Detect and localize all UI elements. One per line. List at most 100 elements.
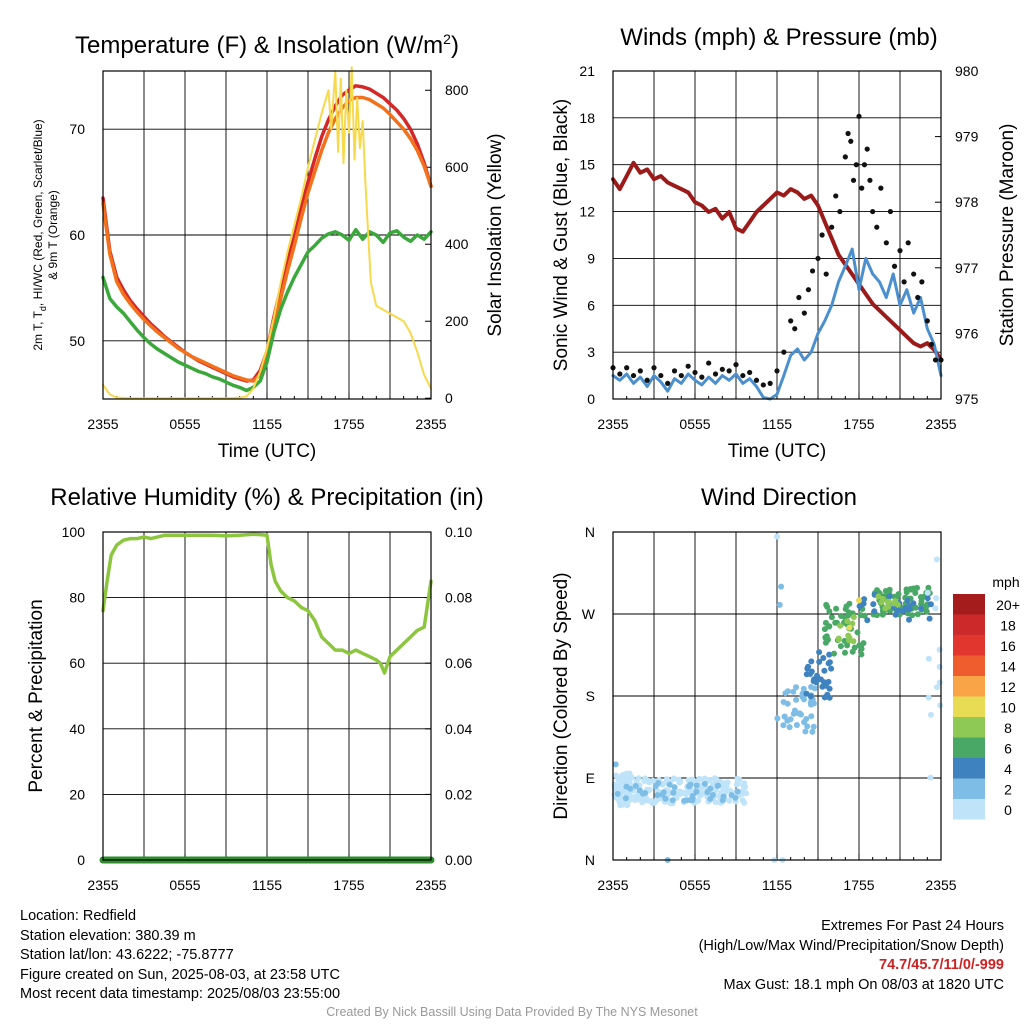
direction-point: [706, 776, 713, 783]
direction-point: [614, 790, 621, 797]
colorbar-swatch: [953, 778, 985, 799]
x-tick-label: 0555: [679, 416, 710, 432]
gust-point: [829, 224, 835, 230]
gust-point: [788, 318, 794, 324]
direction-point: [854, 629, 861, 636]
y-tick-label: N: [585, 524, 595, 540]
colorbar-label: 6: [1004, 741, 1012, 757]
extremes-title: Extremes For Past 24 Hours: [821, 918, 1004, 934]
gust-point: [665, 380, 671, 386]
direction-point: [826, 651, 833, 658]
direction-point: [906, 616, 912, 623]
direction-point: [861, 596, 868, 603]
direction-point: [780, 722, 787, 729]
x-tick-label: 0555: [169, 416, 200, 432]
colorbar-swatch: [953, 696, 985, 717]
colorbar-label: 10: [1000, 700, 1016, 716]
direction-point: [808, 713, 815, 720]
subscript: d: [38, 306, 48, 311]
direction-point: [701, 780, 708, 787]
gust-point: [796, 294, 802, 301]
gust-point: [753, 377, 760, 383]
colorbar-label: 16: [1000, 638, 1016, 654]
direction-point: [821, 679, 827, 686]
y-tick-label: E: [586, 770, 595, 786]
direction-point: [885, 603, 892, 610]
direction-point: [842, 606, 849, 612]
direction-point: [793, 722, 800, 728]
colorbar-swatch: [953, 676, 985, 697]
x-tick-label: 1155: [252, 877, 282, 893]
direction-point: [726, 797, 733, 804]
gust-point: [805, 287, 812, 293]
gust-point: [837, 208, 843, 215]
direction-point: [787, 716, 794, 723]
y2-tick-label: 200: [445, 313, 469, 329]
direction-point: [689, 794, 696, 801]
humidity-line: [101, 532, 433, 675]
y-tick-label: 40: [69, 721, 85, 737]
gust-point: [924, 318, 930, 324]
gust-point: [861, 162, 868, 168]
direction-point: [808, 658, 815, 665]
plot-frame: [102, 531, 432, 861]
direction-point: [778, 583, 785, 590]
gust-point: [819, 232, 825, 238]
direction-point: [825, 660, 832, 667]
gust-point: [747, 369, 753, 376]
y2-axis-label: Station Pressure (Maroon): [997, 124, 1018, 347]
chart-title: Relative Humidity (%) & Precipitation (i…: [50, 484, 483, 511]
y2-tick-label: 0.02: [445, 786, 472, 802]
plot-frame: [612, 531, 942, 861]
x-tick-label: 2355: [415, 877, 446, 893]
direction-point: [821, 667, 828, 674]
colorbar-swatch: [953, 635, 985, 656]
x-tick-label: 1755: [333, 416, 364, 432]
direction-point: [707, 785, 714, 792]
direction-point: [632, 793, 639, 800]
y-tick-label: 0: [587, 391, 595, 407]
y-axis-label: Direction (Colored By Speed): [551, 572, 572, 819]
direction-point: [735, 780, 741, 787]
y2-tick-label: 976: [955, 325, 979, 341]
colorbar-label: 4: [1004, 761, 1012, 777]
direction-point: [793, 696, 800, 703]
gust-point: [624, 365, 630, 371]
gust-point: [644, 377, 650, 383]
chart-title: Winds (mph) & Pressure (mb): [620, 24, 937, 51]
gust-point: [887, 208, 894, 215]
direction-point: [895, 607, 902, 614]
direction-point: [850, 614, 857, 621]
x-tick-label: 1155: [252, 416, 282, 432]
direction-point: [659, 791, 666, 798]
gust-point: [815, 255, 821, 262]
direction-point: [632, 783, 639, 789]
gust-point: [658, 372, 664, 379]
direction-point: [875, 593, 882, 600]
direction-point: [676, 779, 683, 786]
direction-point: [804, 665, 811, 672]
colorbar-swatch: [953, 655, 985, 676]
direction-point: [835, 636, 842, 643]
direction-point: [856, 597, 862, 604]
x-tick-label: 1155: [762, 877, 792, 893]
gust-point: [774, 368, 780, 374]
direction-point: [807, 693, 814, 700]
gust-point: [853, 162, 859, 168]
direction-point: [674, 789, 681, 796]
direction-point: [923, 608, 930, 615]
direction-point: [925, 584, 932, 591]
direction-point: [781, 713, 788, 720]
direction-point: [870, 601, 877, 608]
x-tick-label: 2355: [597, 877, 628, 893]
station-info: Location: Redfield Station elevation: 38…: [20, 907, 340, 1005]
y-tick-label: 18: [579, 110, 595, 126]
plot-frame: [102, 70, 432, 400]
direction-point: [715, 792, 722, 799]
direction-point: [912, 590, 919, 596]
y2-tick-label: 0.10: [445, 524, 472, 540]
direction-point: [831, 650, 837, 657]
colorbar-label: 12: [1000, 679, 1016, 695]
y2-axis-label: Solar Insolation (Yellow): [485, 133, 506, 336]
